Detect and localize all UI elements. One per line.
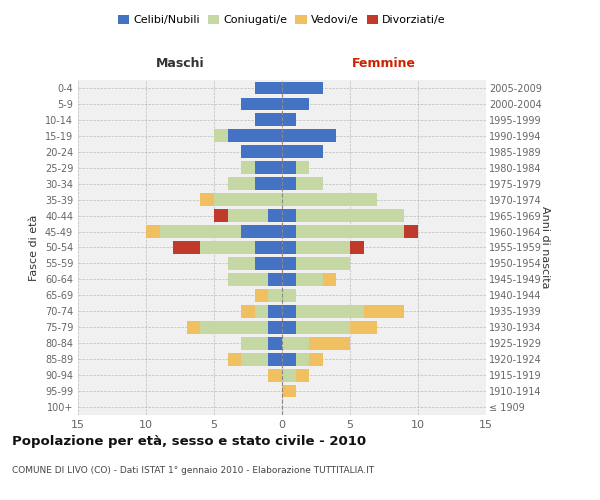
Bar xyxy=(214,130,227,142)
Text: Femmine: Femmine xyxy=(352,58,416,70)
Bar xyxy=(282,82,323,94)
Bar xyxy=(296,368,309,382)
Bar xyxy=(268,273,282,286)
Bar xyxy=(160,225,241,238)
Bar xyxy=(187,321,200,334)
Bar xyxy=(227,178,255,190)
Bar xyxy=(241,353,268,366)
Bar xyxy=(296,273,323,286)
Bar xyxy=(282,209,296,222)
Bar xyxy=(282,257,296,270)
Bar xyxy=(282,225,296,238)
Bar xyxy=(404,225,418,238)
Bar xyxy=(309,337,350,349)
Y-axis label: Fasce di età: Fasce di età xyxy=(29,214,39,280)
Bar xyxy=(364,305,404,318)
Bar xyxy=(350,321,377,334)
Bar xyxy=(282,321,296,334)
Bar xyxy=(241,162,255,174)
Bar xyxy=(282,178,296,190)
Bar xyxy=(282,98,309,110)
Bar xyxy=(296,305,364,318)
Bar xyxy=(282,162,296,174)
Bar xyxy=(255,305,268,318)
Bar xyxy=(227,273,268,286)
Bar xyxy=(255,114,282,126)
Bar xyxy=(296,241,350,254)
Bar xyxy=(241,225,282,238)
Text: COMUNE DI LIVO (CO) - Dati ISTAT 1° gennaio 2010 - Elaborazione TUTTITALIA.IT: COMUNE DI LIVO (CO) - Dati ISTAT 1° genn… xyxy=(12,466,374,475)
Bar xyxy=(200,194,214,206)
Text: Maschi: Maschi xyxy=(155,58,205,70)
Bar xyxy=(241,146,282,158)
Bar xyxy=(200,321,268,334)
Bar xyxy=(282,384,296,398)
Bar xyxy=(214,209,227,222)
Bar xyxy=(268,289,282,302)
Bar xyxy=(296,225,404,238)
Bar xyxy=(268,368,282,382)
Bar xyxy=(268,305,282,318)
Bar xyxy=(255,162,282,174)
Bar xyxy=(323,273,337,286)
Bar xyxy=(227,353,241,366)
Bar xyxy=(268,337,282,349)
Bar xyxy=(268,353,282,366)
Bar xyxy=(268,209,282,222)
Bar xyxy=(241,98,282,110)
Y-axis label: Anni di nascita: Anni di nascita xyxy=(540,206,550,288)
Bar xyxy=(282,273,296,286)
Bar xyxy=(255,289,268,302)
Bar xyxy=(282,241,296,254)
Bar xyxy=(296,321,350,334)
Bar xyxy=(282,353,296,366)
Bar xyxy=(255,178,282,190)
Bar xyxy=(146,225,160,238)
Bar xyxy=(255,241,282,254)
Text: Popolazione per età, sesso e stato civile - 2010: Popolazione per età, sesso e stato civil… xyxy=(12,435,366,448)
Bar xyxy=(296,178,323,190)
Bar xyxy=(173,241,200,254)
Bar xyxy=(227,209,268,222)
Bar xyxy=(282,289,296,302)
Bar xyxy=(296,209,404,222)
Bar xyxy=(296,353,309,366)
Bar xyxy=(227,130,282,142)
Bar xyxy=(255,82,282,94)
Bar xyxy=(241,337,268,349)
Bar xyxy=(214,194,282,206)
Bar xyxy=(227,257,255,270)
Bar xyxy=(282,305,296,318)
Bar xyxy=(255,257,282,270)
Legend: Celibi/Nubili, Coniugati/e, Vedovi/e, Divorziati/e: Celibi/Nubili, Coniugati/e, Vedovi/e, Di… xyxy=(114,10,450,30)
Bar xyxy=(241,305,255,318)
Bar xyxy=(200,241,255,254)
Bar xyxy=(296,257,350,270)
Bar xyxy=(282,337,309,349)
Bar xyxy=(268,321,282,334)
Bar xyxy=(282,130,337,142)
Bar xyxy=(296,162,309,174)
Bar xyxy=(350,241,364,254)
Bar xyxy=(282,146,323,158)
Bar xyxy=(282,368,296,382)
Bar xyxy=(282,194,377,206)
Bar xyxy=(282,114,296,126)
Bar xyxy=(309,353,323,366)
